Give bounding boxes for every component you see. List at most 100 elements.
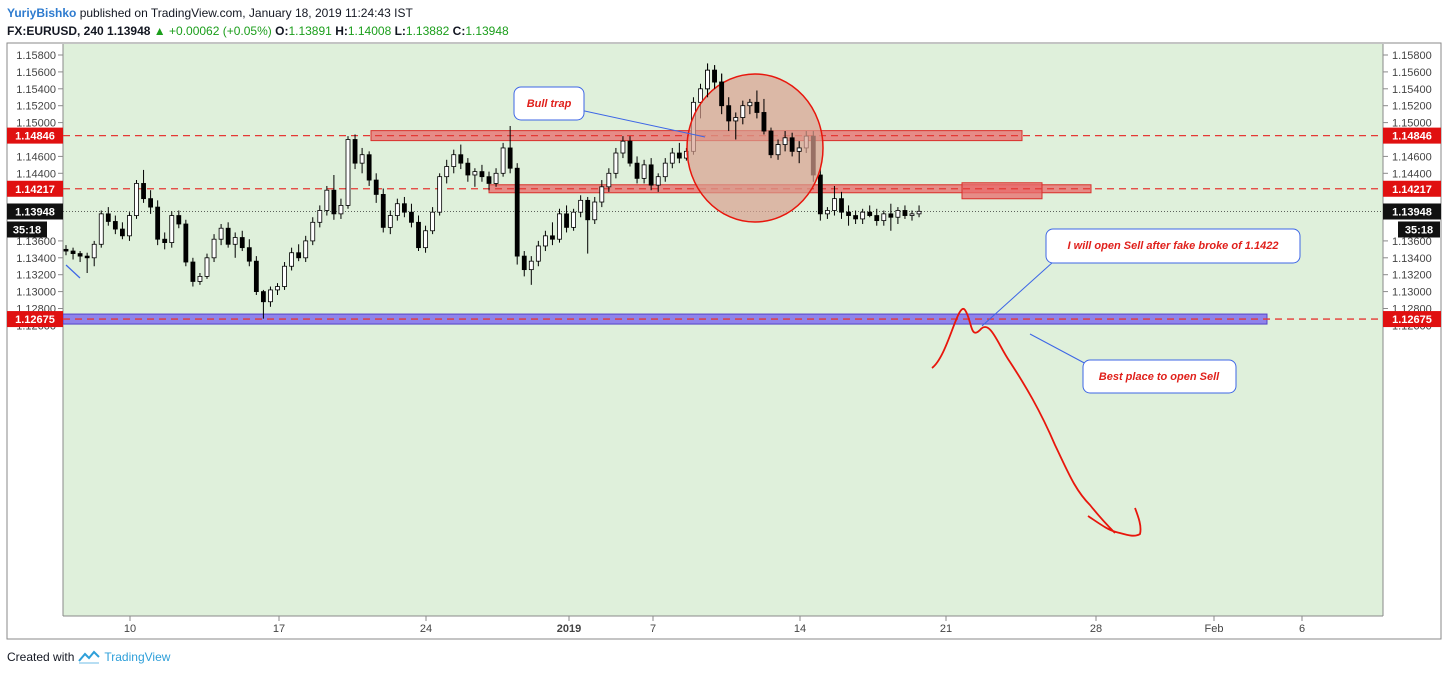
candle <box>63 245 69 256</box>
candle <box>874 208 880 226</box>
candle <box>183 219 189 267</box>
candle <box>84 252 90 274</box>
symbol-label: FX:EURUSD, 240 <box>7 24 104 38</box>
candle <box>331 174 337 220</box>
candle <box>401 196 407 218</box>
forecast-arrow[interactable] <box>931 307 1142 537</box>
candle <box>564 205 569 233</box>
sell-entry-zone[interactable] <box>961 182 1043 200</box>
candles-layer <box>63 63 922 319</box>
candle <box>423 225 428 253</box>
candle <box>197 273 203 285</box>
right-tick-label: 1.14600 <box>1392 151 1432 163</box>
candle <box>662 158 668 182</box>
right-tick-label: 1.13000 <box>1392 287 1432 299</box>
right-tick-label: 1.13600 <box>1392 236 1432 248</box>
right-tick-label: 1.13200 <box>1392 270 1432 282</box>
candle <box>507 125 513 174</box>
time-tick-label: 28 <box>1090 623 1102 635</box>
candle <box>705 63 710 98</box>
candle <box>669 147 675 169</box>
candle <box>613 147 619 179</box>
tradingview-brand-link[interactable]: TradingView <box>104 650 171 664</box>
candle <box>444 159 450 184</box>
candle <box>148 190 154 214</box>
candle <box>472 168 478 187</box>
candle <box>839 191 844 219</box>
candle <box>296 244 302 262</box>
left-tick-label: 1.15400 <box>16 84 56 96</box>
candle <box>761 98 767 135</box>
candle <box>782 131 788 152</box>
candle <box>303 235 309 263</box>
time-tick-label: 6 <box>1299 623 1305 635</box>
candle <box>592 196 598 224</box>
best-place-label-box[interactable]: Best place to open Sell <box>1082 359 1237 394</box>
right-tick-label: 1.15800 <box>1392 50 1432 62</box>
publish-line: YuriyBishko published on TradingView.com… <box>7 4 509 22</box>
svg-text:1.14217: 1.14217 <box>15 184 55 196</box>
candle <box>557 208 562 243</box>
candle <box>324 185 330 216</box>
candle <box>91 240 97 267</box>
candle <box>282 262 287 290</box>
svg-text:1.12675: 1.12675 <box>15 314 55 326</box>
candle <box>606 168 612 192</box>
right-tick-label: 1.15400 <box>1392 84 1432 96</box>
candle <box>127 212 132 241</box>
candle <box>726 97 732 132</box>
level-price-badge-right: 1.12675 <box>1383 311 1441 328</box>
open-label: O: <box>275 24 289 38</box>
chart-header: YuriyBishko published on TradingView.com… <box>7 4 509 40</box>
candle <box>888 203 894 231</box>
candle <box>310 217 316 246</box>
candle <box>105 207 111 226</box>
candle <box>796 141 802 164</box>
candle <box>394 198 400 221</box>
level-price-badge-right: 1.14217 <box>1383 180 1441 197</box>
candle <box>535 240 541 267</box>
candle <box>409 203 414 228</box>
candle <box>571 208 576 231</box>
left-tick-label: 1.13000 <box>16 287 56 299</box>
candle <box>70 247 76 260</box>
level-price-badge-left: 1.12675 <box>7 311 63 328</box>
candle <box>789 132 795 157</box>
sell-plan-label-box[interactable]: I will open Sell after fake broke of 1.1… <box>1045 228 1301 264</box>
candle <box>493 168 499 187</box>
left-tick-label: 1.14400 <box>16 168 56 180</box>
price-change: +0.00062 (+0.05%) <box>169 24 272 38</box>
candle <box>134 180 139 219</box>
candle <box>120 222 125 240</box>
candle <box>430 207 436 235</box>
candle <box>141 169 146 203</box>
left-tick-label: 1.15200 <box>16 101 56 113</box>
candle <box>345 136 351 209</box>
price-badges-layer: 1.14846 1.14846 1.14217 1.14217 1.12675 1.126… <box>7 127 1441 328</box>
candle <box>211 234 217 263</box>
low-value: 1.13882 <box>405 24 450 38</box>
candle <box>77 251 83 263</box>
high-value: 1.14008 <box>347 24 392 38</box>
candle <box>895 207 901 224</box>
candle <box>162 232 168 250</box>
candle <box>479 164 485 182</box>
last-price: 1.13948 <box>107 24 151 38</box>
current-price-badge-left: 1.13948 <box>7 203 63 220</box>
candle <box>860 208 866 224</box>
bull-trap-label-box[interactable]: Bull trap <box>513 86 585 121</box>
left-tick-label: 1.15000 <box>16 118 56 130</box>
candle <box>169 211 175 248</box>
candle <box>853 210 858 224</box>
author-link[interactable]: YuriyBishko <box>7 6 77 20</box>
candle <box>832 185 837 216</box>
candle <box>521 251 527 277</box>
bull-trap-circle[interactable] <box>686 73 824 223</box>
candle <box>867 205 873 218</box>
left-tick-label: 1.13200 <box>16 270 56 282</box>
level-price-badge-left: 1.14217 <box>7 180 63 197</box>
time-tick-label: 7 <box>650 623 656 635</box>
candle <box>218 224 224 246</box>
level-price-badge-left: 1.14846 <box>7 127 63 144</box>
